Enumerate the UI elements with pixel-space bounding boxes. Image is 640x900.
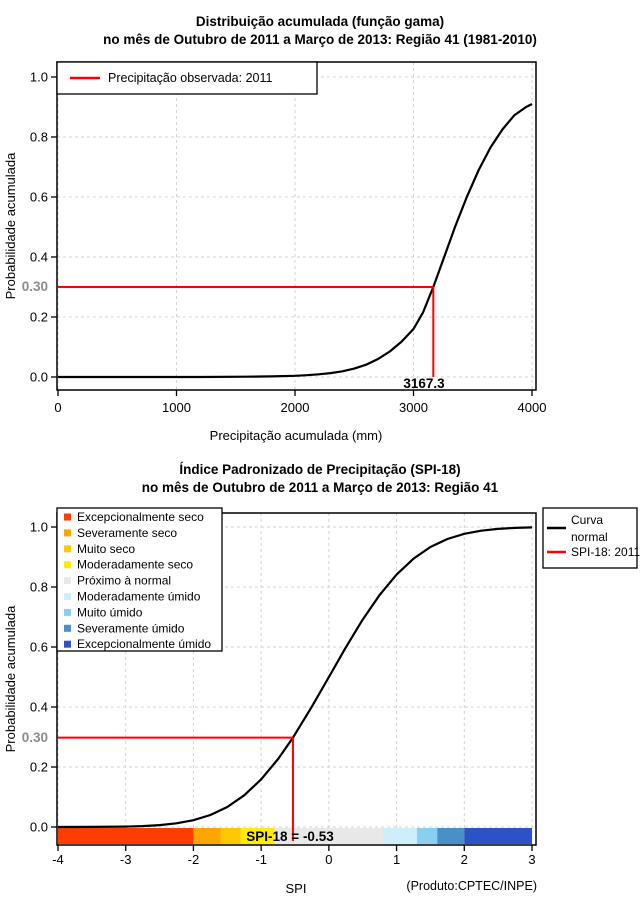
category-label: Moderadamente seco	[77, 558, 193, 572]
cdf-curve	[58, 103, 533, 379]
chart1-subtitle: no mês de Outubro de 2011 a Março de 201…	[103, 32, 537, 47]
y-tick-label: 0.6	[30, 640, 48, 655]
y-tick-label: 0.8	[30, 130, 48, 145]
colorbar-segment	[437, 828, 465, 844]
category-label: Muito úmido	[77, 605, 143, 619]
chart1-xlabel: Precipitação acumulada (mm)	[210, 428, 383, 443]
category-swatch	[64, 624, 71, 632]
x-tick-label: 1	[393, 852, 400, 867]
legend-label: Precipitação observada: 2011	[108, 71, 273, 85]
category-label: Moderadamente úmido	[77, 590, 201, 604]
category-label: Severamente úmido	[77, 621, 185, 635]
chart2-colorbar-caption: SPI-18 = -0.53	[246, 829, 334, 844]
line-legend-box	[542, 507, 638, 569]
colorbar-segment	[193, 828, 221, 844]
x-tick-label: 4000	[518, 400, 547, 415]
gamma-cdf-chart: 0 1000 2000 3000 4000 0.0 0.2 0.4 0.6 0.8 1.0 Prec…	[3, 14, 547, 443]
colorbar-segment	[274, 828, 384, 844]
category-label: Muito seco	[77, 542, 135, 556]
y-tick-label: 0.4	[30, 250, 48, 265]
plot-border	[56, 61, 537, 391]
spi-chart: -4 -3 -2 -1 0 1 2 3 0.0 0.2 0.4 0.6 0.8 1.0 Excepcion…	[3, 462, 640, 896]
category-label: Próximo à normal	[77, 574, 171, 588]
category-swatch	[64, 577, 71, 585]
chart1-annotation-y-value: 0.30	[22, 279, 48, 294]
category-legend-box	[56, 507, 223, 652]
x-tick-label: -3	[120, 852, 132, 867]
x-tick-label: -1	[255, 852, 267, 867]
plot-border	[56, 512, 537, 846]
colorbar-segment	[58, 828, 194, 844]
chart1-ylabel: Probabilidade acumulada	[3, 152, 18, 299]
chart1-dynamic: 0 1000 2000 3000 4000 0.0 0.2 0.4 0.6 0.8 1.0	[30, 61, 547, 415]
chart1-annotation-x-value: 3167.3	[403, 376, 445, 391]
category-label: Severamente seco	[77, 526, 177, 540]
x-tick-label: 0	[54, 400, 61, 415]
chart2-footer: (Produto:CPTEC/INPE)	[406, 879, 537, 893]
colorbar-segment	[240, 828, 275, 844]
x-tick-label: 3	[528, 852, 535, 867]
category-swatch	[64, 529, 71, 537]
y-tick-label: 0.8	[30, 580, 48, 595]
chart2-cat-legend: Excepcionalmente seco Severamente seco Mui…	[64, 510, 211, 651]
colorbar-segment	[220, 828, 241, 844]
cdf-curve	[57, 526, 533, 829]
x-tick-label: 3000	[399, 400, 428, 415]
colorbar-segment	[416, 828, 438, 844]
category-swatch	[64, 608, 71, 616]
colorbar-segment	[383, 828, 417, 844]
y-tick-label: 0.0	[30, 370, 48, 385]
chart2-title: Índice Padronizado de Precipitação (SPI-…	[179, 462, 460, 477]
legend-label-spi: SPI-18: 2011	[571, 545, 640, 559]
colorbar-segment	[464, 828, 532, 844]
chart2-subtitle: no mês de Outubro de 2011 a Março de 201…	[142, 480, 499, 495]
y-tick-label: 0.2	[30, 310, 48, 325]
category-swatch	[64, 561, 71, 569]
y-tick-label: 0.2	[30, 760, 48, 775]
y-tick-label: 0.6	[30, 190, 48, 205]
legend-label-curva: Curva	[571, 513, 603, 527]
chart2-ylabel: Probabilidade acumulada	[3, 605, 18, 752]
legend-box	[56, 61, 318, 95]
category-label: Excepcionalmente seco	[77, 510, 204, 524]
chart2-annotation-y-value: 0.30	[22, 730, 48, 745]
category-label: Excepcionalmente úmido	[77, 637, 211, 651]
category-swatch	[64, 545, 71, 553]
y-tick-label: 1.0	[30, 520, 48, 535]
y-tick-label: 1.0	[30, 70, 48, 85]
y-tick-label: 0.4	[30, 700, 48, 715]
x-tick-label: -2	[188, 852, 200, 867]
category-swatch	[64, 593, 71, 600]
chart1-title: Distribuição acumulada (função gama)	[196, 14, 444, 29]
x-tick-label: 2	[461, 852, 468, 867]
x-tick-label: 1000	[162, 400, 191, 415]
chart2-xlabel: SPI	[286, 881, 307, 896]
y-tick-label: 0.0	[30, 820, 48, 835]
category-swatch	[64, 640, 71, 648]
x-tick-label: 2000	[281, 400, 310, 415]
category-swatch	[64, 513, 71, 521]
x-tick-label: -4	[52, 852, 64, 867]
legend-label-normal: normal	[571, 530, 608, 544]
x-tick-label: 0	[325, 852, 332, 867]
